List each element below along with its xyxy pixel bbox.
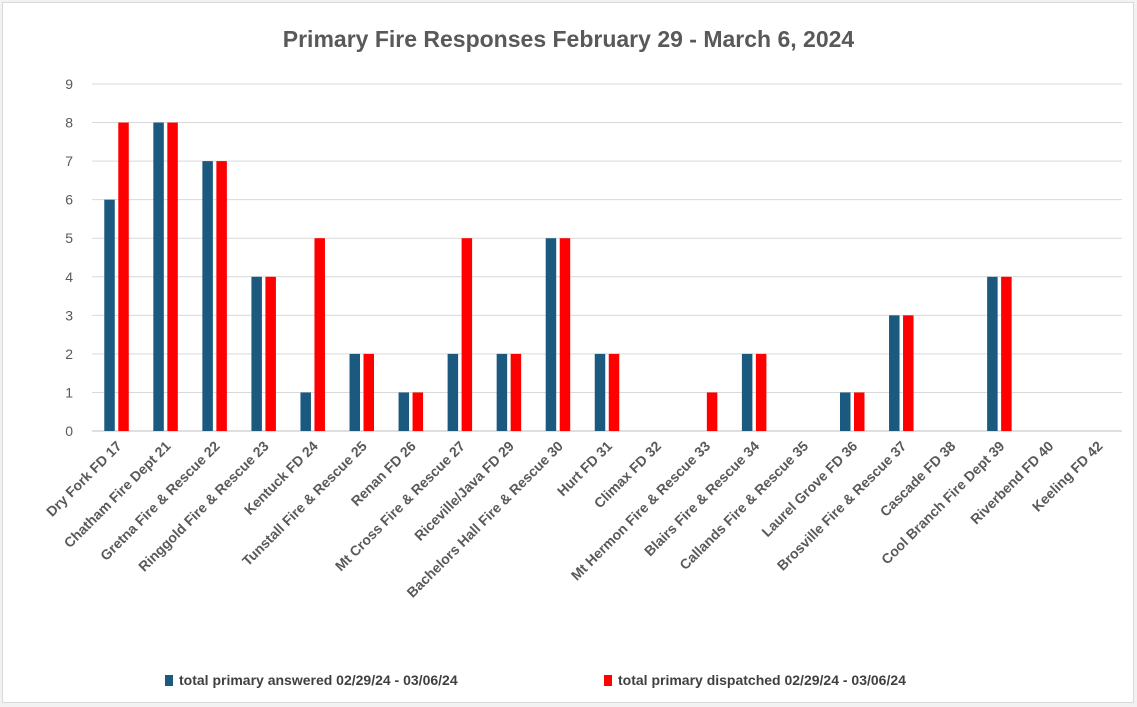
bar-dispatched: [559, 238, 571, 431]
y-tick-label: 0: [65, 423, 73, 439]
y-tick-label: 3: [65, 307, 73, 323]
y-tick-label: 8: [65, 115, 73, 131]
x-tick-label: Riverbend FD 40: [967, 438, 1057, 528]
bar-answered: [594, 353, 606, 431]
bar-dispatched: [510, 353, 522, 431]
legend-swatch-dispatched: [604, 674, 612, 686]
y-tick-label: 1: [65, 384, 73, 400]
bar-answered: [300, 392, 311, 431]
y-tick-label: 9: [65, 76, 73, 92]
bar-dispatched: [608, 353, 620, 431]
bar-dispatched: [216, 161, 227, 431]
bar-answered: [987, 276, 998, 431]
bar-answered: [889, 315, 900, 431]
bar-dispatched: [314, 238, 325, 431]
bar-dispatched: [903, 315, 914, 431]
bar-dispatched: [118, 122, 129, 432]
bar-answered: [447, 353, 459, 431]
bar-dispatched: [1001, 276, 1012, 431]
chart-title: Primary Fire Responses February 29 - Mar…: [282, 26, 855, 52]
y-tick-label: 4: [65, 269, 73, 285]
bars: [104, 122, 1012, 432]
bar-answered: [398, 392, 410, 431]
legend-label-dispatched: total primary dispatched 02/29/24 - 03/0…: [618, 672, 906, 688]
bar-dispatched: [853, 392, 865, 431]
bar-dispatched: [755, 353, 767, 431]
x-tick-label: Laurel Grove FD 36: [758, 438, 860, 540]
bar-answered: [153, 122, 164, 432]
legend: total primary answered 02/29/24 - 03/06/…: [0, 672, 1137, 692]
bar-dispatched: [167, 122, 178, 432]
bar-dispatched: [265, 276, 276, 431]
bar-answered: [104, 199, 115, 431]
legend-label-answered: total primary answered 02/29/24 - 03/06/…: [179, 672, 458, 688]
bar-answered: [349, 353, 361, 431]
gridlines: [92, 83, 1122, 432]
bar-answered: [202, 161, 213, 431]
y-tick-label: 5: [65, 230, 73, 246]
y-axis-ticks: 0 1 2 3 4 5 6 7 8 9: [65, 76, 73, 439]
y-tick-label: 2: [65, 346, 73, 362]
bar-answered: [839, 392, 851, 431]
y-tick-label: 6: [65, 192, 73, 208]
bar-answered: [545, 238, 557, 431]
bar-dispatched: [412, 392, 424, 431]
bar-dispatched: [461, 238, 473, 431]
legend-item-answered: total primary answered 02/29/24 - 03/06/…: [165, 672, 458, 688]
bar-answered: [741, 353, 753, 431]
y-tick-label: 7: [65, 153, 73, 169]
bar-dispatched: [706, 392, 718, 431]
bar-answered: [251, 276, 262, 431]
bar-dispatched: [363, 353, 375, 431]
legend-item-dispatched: total primary dispatched 02/29/24 - 03/0…: [604, 672, 906, 688]
legend-swatch-answered: [165, 674, 173, 686]
bar-answered: [496, 353, 508, 431]
